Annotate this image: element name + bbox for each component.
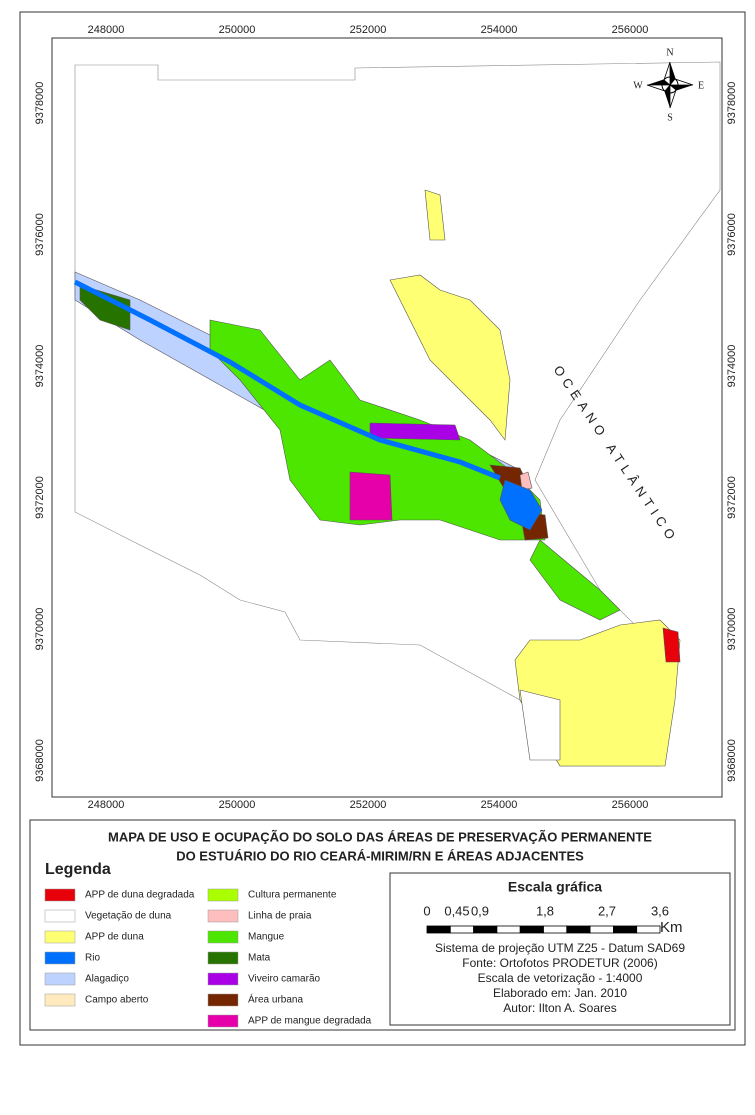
y-coord-label: 9378000 [34,82,46,125]
x-coord-label: 252000 [350,799,387,811]
vegetacao-duna [519,689,561,761]
scale-segment [636,925,661,934]
compass-w: W [633,80,643,91]
legend-swatch [44,993,76,1007]
scale-unit: Km [660,919,683,936]
compass-e: E [698,80,704,91]
scale-note: Fonte: Ortofotos PRODETUR (2006) [462,956,657,970]
scale-title: Escala gráfica [508,879,602,895]
x-coord-label: 250000 [219,799,256,811]
legend-swatch [44,972,76,986]
scale-label: 0,9 [471,903,489,918]
y-coord-label: 9374000 [726,345,738,388]
y-coord-label: 9368000 [34,739,46,782]
x-coord-label: 248000 [88,799,125,811]
legend-label: Mangue [248,932,285,943]
scale-note: Autor: Ilton A. Soares [503,1001,616,1015]
legend-swatch [207,993,239,1007]
scale-segment [473,925,498,934]
y-coord-label: 9368000 [726,739,738,782]
x-coord-label: 250000 [219,24,256,36]
scale-segment [519,925,544,934]
scale-label: 0 [423,903,430,918]
scale-label: 0,45 [444,903,469,918]
legend-label: Vegetação de duna [85,911,172,922]
y-coord-label: 9376000 [726,213,738,256]
legend-swatch [44,888,76,902]
legend-swatch [44,930,76,944]
legend-label: Campo aberto [85,995,149,1006]
y-coord-label: 9372000 [726,476,738,519]
legend-label: Área urbana [248,993,303,1006]
x-coord-label: 256000 [612,799,649,811]
legend-swatch [207,888,239,902]
legend-swatch [207,972,239,986]
compass-s: S [667,112,673,123]
title: MAPA DE USO E OCUPAÇÃO DO SOLO DAS ÁREAS… [108,829,652,844]
legend-label: Rio [85,953,100,964]
title: DO ESTUÁRIO DO RIO CEARÁ-MIRIM/RN E ÁREA… [176,848,584,863]
outer-frame [19,11,746,1046]
legend-label: Cultura permanente [248,890,337,901]
info-frame [29,819,736,1031]
legend-swatch [207,930,239,944]
app-duna [424,189,446,241]
y-coord-label: 9376000 [34,213,46,256]
y-coord-label: 9374000 [34,345,46,388]
legend-swatch [207,951,239,965]
scale-segment [449,925,474,934]
legend-label: Viveiro camarão [248,974,321,985]
scale-segment [589,925,614,934]
legend-label: APP de mangue degradada [248,1016,372,1027]
scale-segment [613,925,638,934]
mangue [529,539,621,621]
scale-segment [426,925,451,934]
scale-note: Sistema de projeção UTM Z25 - Datum SAD6… [435,941,685,955]
legend-label: Linha de praia [248,911,312,922]
x-coord-label: 256000 [612,24,649,36]
legend-label: APP de duna degradada [85,890,195,901]
scale-frame [389,872,731,1026]
mata [79,284,131,331]
legend-swatch [44,909,76,923]
x-coord-label: 254000 [481,24,518,36]
app-duna-degradada [662,627,681,663]
scale-segment [496,925,521,934]
legend-swatch [207,909,239,923]
y-coord-label: 9370000 [726,608,738,651]
app-duna [389,274,511,441]
rio [73,279,501,481]
linha-praia [519,471,533,491]
y-coord-label: 9370000 [34,608,46,651]
map [73,61,721,767]
x-coord-label: 248000 [88,24,125,36]
x-coord-label: 254000 [481,799,518,811]
scale-note: Elaborado em: Jan. 2010 [493,986,627,1000]
legend-swatch [207,1014,239,1028]
y-coord-label: 9372000 [34,476,46,519]
compass: N S E W [633,47,704,123]
compass-n: N [666,47,673,58]
estuario [499,479,543,531]
scale-segment [566,925,591,934]
legend-label: APP de duna [85,932,144,943]
app-mangue-degradada [349,471,393,521]
legend-label: Mata [248,953,271,964]
scale-note: Escala de vetorização - 1:4000 [478,971,643,985]
y-coord-label: 9378000 [726,82,738,125]
scale-segment [543,925,568,934]
legend-title: Legenda [45,861,111,878]
legend-label: Alagadiço [85,974,129,985]
scale-label: 3,6 [651,903,669,918]
viveiro [369,422,461,441]
legend-swatch [44,951,76,965]
scale-label: 2,7 [598,903,616,918]
x-coord-label: 252000 [350,24,387,36]
scale-label: 1,8 [536,903,554,918]
